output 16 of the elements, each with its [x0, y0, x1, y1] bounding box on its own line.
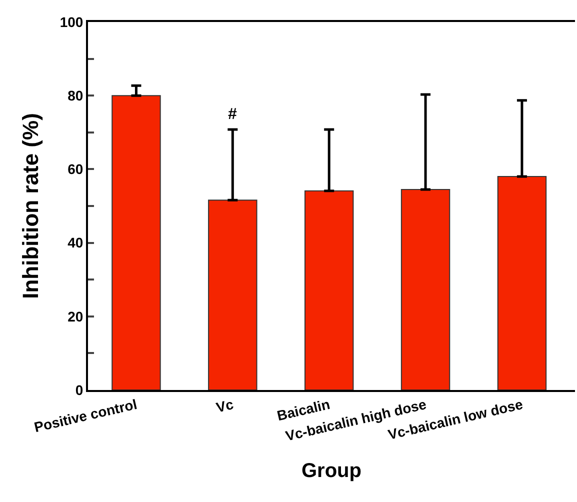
y-tick-label: 80: [68, 88, 84, 104]
x-tick-label: Vc: [214, 396, 236, 416]
annotation: #: [228, 106, 237, 123]
bar: [208, 200, 258, 390]
y-tick-label: 40: [68, 234, 84, 251]
bar: [497, 176, 547, 390]
y-axis-title: Inhibition rate (%): [18, 113, 44, 299]
x-axis-title: Group: [302, 460, 362, 482]
bar: [304, 190, 354, 390]
bar: [400, 188, 450, 390]
y-tick-label: 60: [68, 161, 84, 178]
x-tick-label: Positive control: [32, 396, 138, 436]
y-tick-label: 0: [75, 382, 84, 398]
y-tick-label: 20: [68, 308, 84, 324]
bar: [112, 95, 161, 390]
y-tick-label: 100: [60, 14, 84, 30]
